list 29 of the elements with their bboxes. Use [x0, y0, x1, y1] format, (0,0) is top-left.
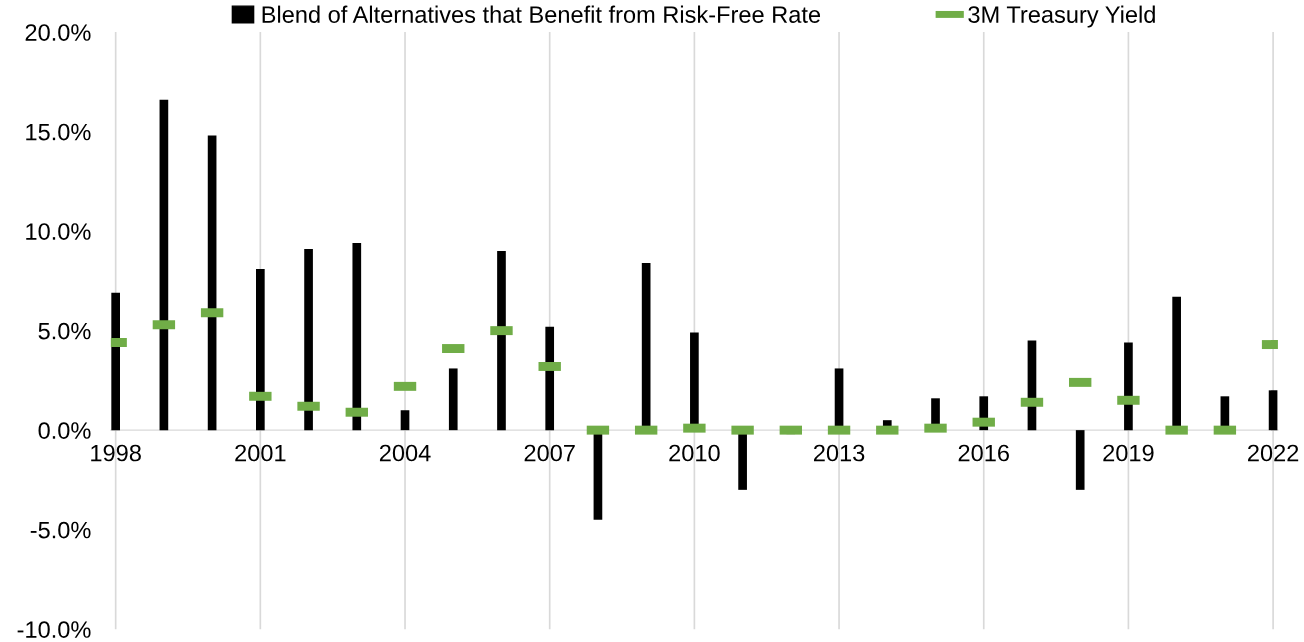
- y-tick-label: 10.0%: [26, 223, 91, 240]
- y-tick-label: 20.0%: [25, 24, 91, 41]
- bar: [1075, 430, 1085, 490]
- legend-label: Blend of Alternatives that Benefit from Risk-Free Rate: [262, 5, 821, 23]
- y-tick-label: -10.0%: [17, 621, 91, 638]
- bar: [304, 249, 313, 431]
- x-tick-label: 2022: [1248, 444, 1299, 462]
- legend-label: 3M Treasury Yield: [968, 5, 1155, 28]
- bar: [545, 326, 555, 431]
- x-tick-label: 1998: [91, 444, 141, 462]
- x-tick-label: 2013: [813, 444, 865, 462]
- bar: [448, 368, 458, 431]
- x-tick-label: 2019: [1103, 444, 1154, 462]
- y-tick-label: -5.0%: [30, 521, 91, 539]
- bar: [159, 99, 169, 431]
- x-tick-label: 2016: [958, 444, 1009, 462]
- x-tick-label: 2004: [379, 444, 431, 462]
- bar: [400, 410, 410, 431]
- bar: [497, 251, 506, 431]
- x-tick-label: 2007: [524, 444, 575, 462]
- bar: [1268, 390, 1278, 431]
- bar: [352, 243, 362, 431]
- bar: [256, 268, 265, 431]
- y-tick-label: 15.0%: [26, 123, 91, 141]
- y-tick-label: 5.0%: [38, 322, 91, 340]
- x-tick-label: 2010: [669, 444, 720, 462]
- bar: [111, 292, 120, 431]
- x-tick-label: 2001: [235, 444, 286, 462]
- y-tick-label: 0.0%: [38, 422, 91, 439]
